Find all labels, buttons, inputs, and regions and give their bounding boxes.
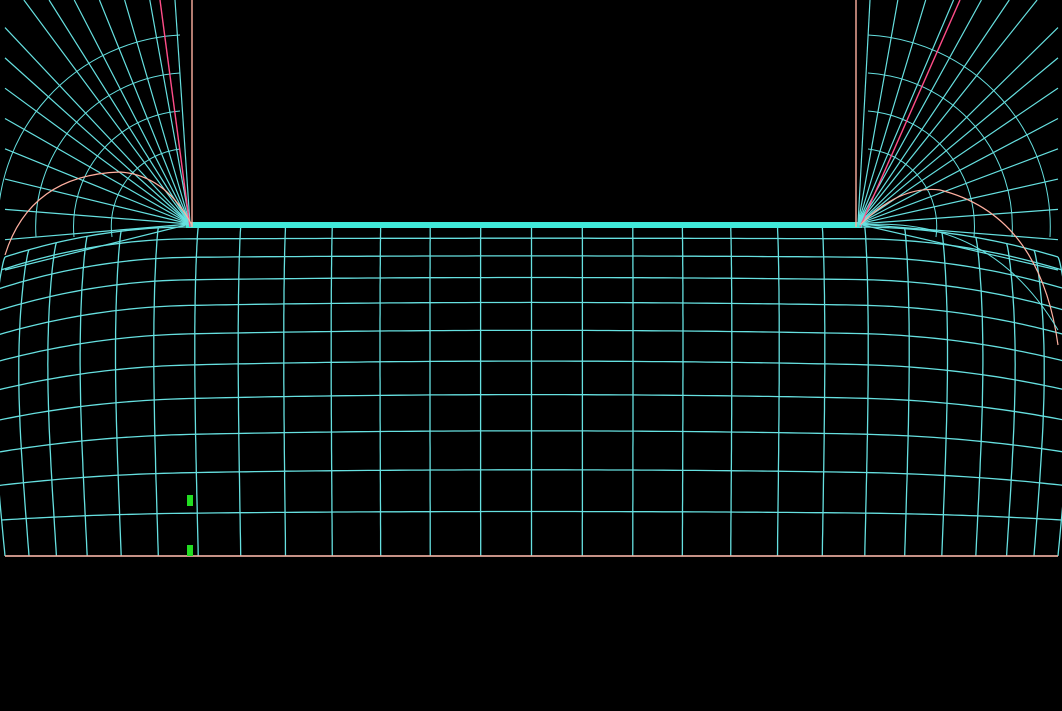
right-corner-fan-line bbox=[857, 0, 871, 225]
mesh-column-line bbox=[941, 232, 949, 557]
node-marker bbox=[187, 545, 193, 556]
right-corner-fan-line bbox=[857, 208, 1059, 225]
left-corner-fan-line bbox=[98, 0, 191, 225]
mesh-column-line bbox=[730, 226, 733, 557]
mesh-column-line bbox=[0, 256, 6, 557]
node-markers bbox=[187, 495, 193, 556]
mesh-column-line bbox=[1057, 256, 1062, 557]
left-corner-fan-line bbox=[73, 0, 191, 225]
node-marker bbox=[187, 495, 193, 506]
corner-fan-lines bbox=[0, 0, 1059, 271]
right-corner-fan-line bbox=[857, 57, 1059, 225]
right-bevel-line bbox=[859, 0, 961, 228]
right-corner-fan-line bbox=[857, 27, 1059, 225]
right-corner-fan-line bbox=[857, 0, 982, 225]
right-corner-fan-line bbox=[857, 0, 1038, 225]
left-bevel-line bbox=[159, 0, 191, 228]
mesh-column-line bbox=[18, 249, 30, 557]
mesh-column-line bbox=[975, 237, 984, 557]
left-corner-fan-line bbox=[4, 223, 191, 241]
left-corner-fan-line bbox=[4, 27, 191, 225]
left-outer-arc bbox=[4, 171, 193, 256]
right-corner-fan-line bbox=[857, 223, 1059, 271]
right-corner-fan-line bbox=[857, 178, 1059, 225]
left-corner-fan-line bbox=[4, 57, 191, 225]
mesh-column-line bbox=[776, 226, 780, 557]
left-corner-fan-line bbox=[4, 178, 191, 225]
mesh-column-line bbox=[379, 226, 382, 557]
left-corner-arc bbox=[110, 148, 181, 238]
right-corner-fan-line bbox=[857, 87, 1059, 225]
mesh-column-line bbox=[1033, 249, 1045, 557]
mesh-column-line bbox=[821, 226, 826, 557]
mesh-column-line bbox=[904, 228, 910, 557]
left-corner-fan-line bbox=[4, 223, 191, 271]
right-corner-arc bbox=[867, 34, 1051, 238]
domain-boundary bbox=[4, 0, 1059, 557]
right-corner-arc bbox=[867, 148, 938, 238]
right-corner-fan-line bbox=[857, 223, 1059, 241]
mesh-column-line bbox=[681, 226, 684, 557]
left-corner-fan-line bbox=[4, 148, 191, 225]
mesh-column-line bbox=[237, 226, 242, 557]
mesh-column-line bbox=[114, 230, 122, 557]
right-corner-fan-line bbox=[857, 148, 1059, 225]
mesh-column-line bbox=[47, 242, 58, 557]
mesh-grid bbox=[0, 222, 1062, 557]
mesh-column-line bbox=[1005, 243, 1016, 557]
mesh-column-line bbox=[330, 226, 333, 557]
mesh-column-line bbox=[79, 236, 88, 557]
left-corner-fan-line bbox=[48, 0, 191, 225]
left-corner-fan-line bbox=[23, 0, 191, 225]
left-corner-fan-line bbox=[4, 117, 191, 225]
right-inner-arc bbox=[859, 223, 1059, 331]
left-corner-fan-line bbox=[124, 0, 191, 225]
left-corner-fan-line bbox=[4, 208, 191, 225]
mesh-column-line bbox=[864, 226, 869, 557]
mesh-column-line bbox=[194, 226, 199, 557]
left-corner-arc bbox=[35, 72, 181, 238]
right-corner-fan-line bbox=[857, 117, 1059, 225]
mesh-column-line bbox=[153, 227, 159, 557]
left-corner-arc bbox=[73, 110, 181, 238]
right-corner-fan-line bbox=[857, 0, 1010, 225]
right-corner-fan-line bbox=[857, 0, 955, 225]
right-outer-arc bbox=[859, 188, 1059, 346]
left-corner-arc bbox=[0, 34, 181, 202]
right-corner-arc bbox=[867, 72, 1013, 238]
right-corner-arc bbox=[867, 110, 975, 238]
mesh-column-line bbox=[283, 226, 287, 557]
left-corner-fan-line bbox=[174, 0, 191, 225]
right-corner-fan-line bbox=[857, 0, 927, 225]
